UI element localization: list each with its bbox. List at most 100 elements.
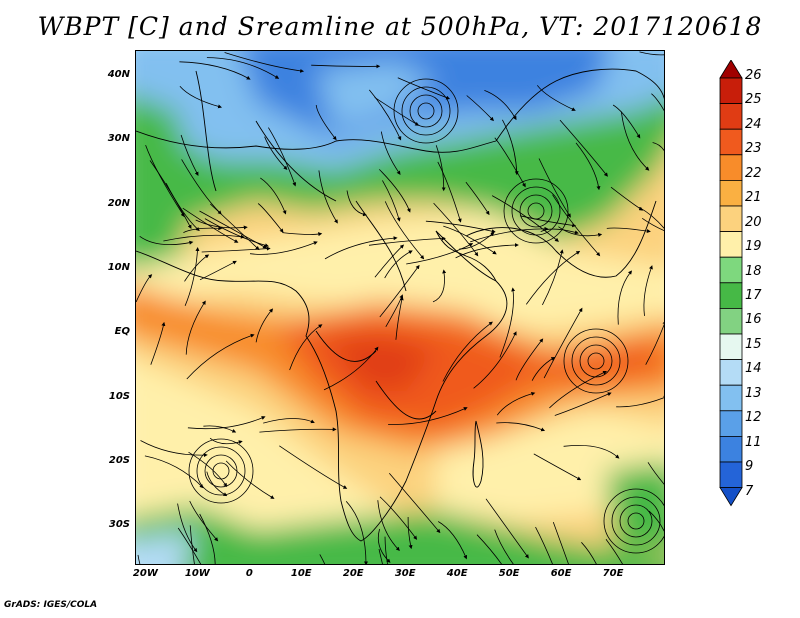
streamline [384,536,388,564]
streamline [437,161,462,223]
vortex-streamline [188,438,254,504]
streamline [645,320,664,365]
colorbar-swatch [719,282,743,309]
streamline [536,85,576,111]
streamline [177,527,202,564]
streamline [397,77,451,100]
streamline [180,134,199,176]
colorbar-swatch [719,410,743,437]
streamline [638,206,664,229]
streamline [443,225,497,255]
streamline [379,169,411,213]
streamline [432,269,447,303]
streamline [188,451,228,488]
streamline [552,521,569,564]
streamline [199,260,237,281]
colorbar-swatch [719,205,743,233]
streamline [552,194,601,257]
streamline [515,338,544,381]
lat-label: 10N [107,261,130,273]
streamline [137,554,141,564]
streamline [620,111,650,171]
streamline [442,321,493,382]
streamline [209,437,243,445]
streamline [203,425,237,433]
colorbar-label: 23 [745,141,762,157]
colorbar-label: 14 [745,361,762,377]
streamline [224,52,305,73]
colorbar-label: 9 [745,459,754,475]
streamline [466,95,494,122]
streamline [643,265,653,316]
streamline [324,236,398,260]
colorbar-swatch [719,461,743,489]
vortex-streamline [579,344,613,378]
streamline [206,471,228,497]
colorbar-label: 18 [745,263,762,279]
streamline [435,145,446,192]
streamline [139,235,194,246]
colorbar-label: 11 [745,434,762,450]
vortex-streamline [393,78,459,144]
lat-label: 30S [108,519,130,531]
streamline [186,333,255,380]
lat-label: 40N [107,68,130,80]
streamline [382,180,401,222]
streamline [204,218,270,248]
streamline [484,90,517,121]
colorbar-label: 13 [745,385,762,401]
colorbar-label: 21 [745,190,762,206]
streamline [470,226,549,243]
colorbar-swatch [719,231,743,258]
vortex-streamline [204,454,238,488]
streamline [189,500,219,542]
streamline [438,521,468,560]
colorbar-label: 15 [745,336,762,352]
streamline [531,356,556,381]
streamline [318,170,338,224]
streamline [612,104,641,139]
lat-label: 30N [107,133,130,145]
lon-label: 20E [342,568,364,579]
streamline [406,243,474,265]
colorbar-swatch [719,333,743,361]
streamline [201,246,271,253]
streamline [388,472,441,534]
streamline [144,455,204,489]
streamline [652,142,664,152]
streamline [407,516,413,550]
map-canvas [136,51,664,564]
colorbar-label: 24 [745,116,762,132]
streamline [525,250,581,305]
streamline [496,422,546,432]
streamline [616,395,664,408]
streamline [184,247,200,306]
vortex-streamline [563,328,629,394]
colorbar-bottom-arrow [719,487,743,507]
streamline [425,220,496,234]
streamline [581,542,597,564]
streamline [149,160,192,229]
vortex-streamline [196,446,246,496]
vortex-streamline [603,488,664,554]
streamline [199,210,267,249]
lat-label: 20S [108,455,130,466]
streamline [384,201,425,260]
vortex-streamline [627,512,645,530]
streamline [179,85,223,109]
streamline [165,183,200,232]
streamline [538,158,571,218]
streamline [249,241,318,255]
colorbar-swatch [719,435,743,463]
streamline [491,195,559,242]
streamline [388,407,468,425]
streamline [433,202,479,257]
lon-label: 0 [245,568,253,579]
colorbar-label: 26 [745,68,762,83]
colorbar-swatch [719,359,743,386]
streamline [346,190,367,217]
streamline [255,308,274,343]
vortex-streamline [619,504,653,538]
streamline [543,307,583,379]
colorbar-label: 7 [745,483,754,499]
